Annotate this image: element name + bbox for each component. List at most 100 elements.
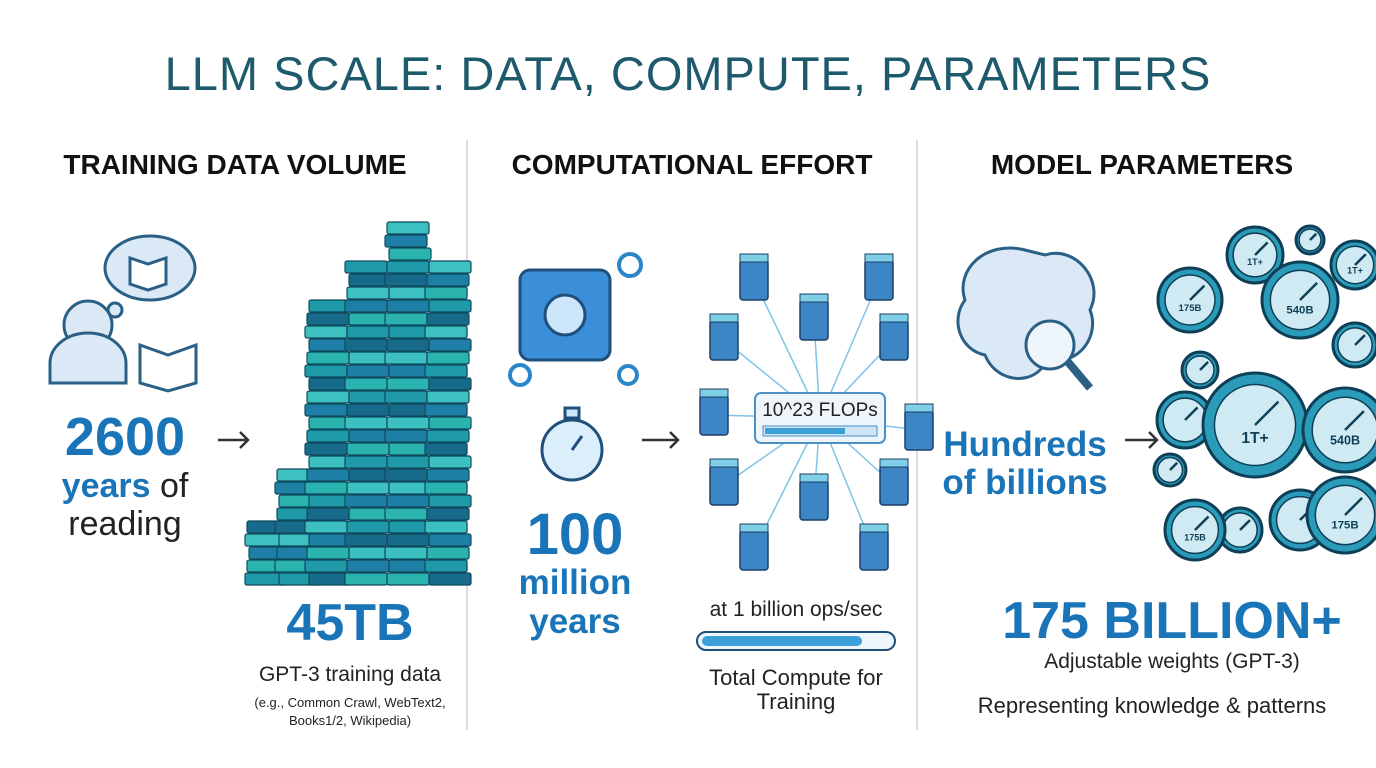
book bbox=[426, 390, 470, 404]
book bbox=[344, 416, 388, 430]
book bbox=[426, 468, 470, 482]
caption: Adjustable weights (GPT-3) bbox=[1044, 650, 1300, 673]
book-pile bbox=[244, 221, 472, 586]
stat-number: 100 bbox=[526, 502, 624, 567]
book bbox=[306, 390, 350, 404]
gauge-needle bbox=[1199, 361, 1209, 371]
server-top bbox=[904, 403, 934, 413]
book bbox=[304, 559, 348, 573]
server-top bbox=[709, 458, 739, 468]
stat-line: reading bbox=[68, 505, 182, 543]
book bbox=[306, 546, 350, 560]
book bbox=[424, 325, 468, 339]
book bbox=[428, 377, 472, 391]
book bbox=[344, 338, 388, 352]
book bbox=[306, 468, 350, 482]
progress-bar bbox=[696, 631, 896, 651]
book bbox=[346, 364, 390, 378]
book bbox=[384, 273, 428, 287]
book bbox=[384, 429, 428, 443]
server-top bbox=[879, 458, 909, 468]
gauge-needle bbox=[1254, 400, 1280, 426]
book bbox=[428, 533, 472, 547]
book bbox=[306, 429, 350, 443]
stopwatch-icon bbox=[540, 406, 604, 482]
book bbox=[344, 260, 388, 274]
book bbox=[386, 455, 430, 469]
chip-icon bbox=[508, 252, 643, 387]
book bbox=[386, 572, 430, 586]
book bbox=[424, 403, 468, 417]
book bbox=[428, 260, 472, 274]
big-figure: 175 BILLION+ bbox=[1002, 592, 1342, 650]
book bbox=[304, 520, 348, 534]
book bbox=[344, 299, 388, 313]
server-network bbox=[699, 253, 934, 571]
server bbox=[799, 299, 829, 341]
title: LLM SCALE: DATA, COMPUTE, PARAMETERS bbox=[164, 47, 1212, 100]
book bbox=[384, 234, 428, 248]
book bbox=[426, 273, 470, 287]
arrow bbox=[218, 431, 1159, 449]
book bbox=[428, 416, 472, 430]
server-top bbox=[799, 293, 829, 303]
book bbox=[344, 377, 388, 391]
brain-icon bbox=[956, 246, 1096, 391]
stat-line: years bbox=[529, 602, 621, 641]
server-top bbox=[879, 313, 909, 323]
server-top bbox=[739, 253, 769, 263]
book bbox=[344, 572, 388, 586]
server bbox=[709, 319, 739, 361]
book bbox=[424, 442, 468, 456]
book bbox=[388, 247, 432, 261]
book bbox=[346, 286, 390, 300]
book bbox=[346, 481, 390, 495]
reader-icon bbox=[48, 234, 198, 393]
book bbox=[384, 546, 428, 560]
book bbox=[386, 377, 430, 391]
gauge-label: 1T+ bbox=[1247, 257, 1263, 267]
big-figure: 45TB bbox=[286, 594, 414, 652]
book bbox=[344, 533, 388, 547]
book bbox=[384, 468, 428, 482]
stat-line: Hundreds bbox=[943, 425, 1107, 464]
gauge-cluster: 1T+ 1T+ 175B 540B 1T+ 540B 175B 175B bbox=[1152, 224, 1376, 562]
gauge-label: 175B bbox=[1179, 303, 1202, 314]
book bbox=[346, 520, 390, 534]
book bbox=[428, 299, 472, 313]
gauge-needle bbox=[1189, 284, 1206, 301]
panel-heading: COMPUTATIONAL EFFORT bbox=[511, 149, 873, 180]
gauge-label: 540B bbox=[1286, 304, 1313, 316]
note: Representing knowledge & patterns bbox=[977, 693, 1327, 718]
book bbox=[426, 507, 470, 521]
panel-heading: MODEL PARAMETERS bbox=[990, 149, 1294, 180]
gauge-needle bbox=[1239, 519, 1251, 531]
gauge-needle bbox=[1169, 461, 1179, 471]
server-top bbox=[699, 388, 729, 398]
server-top bbox=[709, 313, 739, 323]
book bbox=[304, 325, 348, 339]
book bbox=[344, 494, 388, 508]
gauge-label: 175B bbox=[1331, 519, 1358, 531]
book bbox=[304, 481, 348, 495]
flops-label: 10^23 FLOPs bbox=[762, 400, 878, 421]
book bbox=[426, 312, 470, 326]
server-top bbox=[859, 523, 889, 533]
gauge-needle bbox=[1344, 497, 1363, 516]
gauge-needle bbox=[1344, 410, 1365, 431]
server bbox=[864, 259, 894, 301]
book bbox=[424, 364, 468, 378]
server bbox=[699, 394, 729, 436]
book bbox=[384, 507, 428, 521]
book bbox=[384, 351, 428, 365]
book bbox=[384, 312, 428, 326]
book bbox=[304, 364, 348, 378]
server bbox=[904, 409, 934, 451]
note: (e.g., Common Crawl, WebText2, Books1/2,… bbox=[254, 695, 446, 729]
book bbox=[424, 520, 468, 534]
book bbox=[426, 546, 470, 560]
caption: Total Compute for Training bbox=[709, 665, 883, 715]
book bbox=[346, 442, 390, 456]
gauge-needle bbox=[1354, 334, 1366, 346]
